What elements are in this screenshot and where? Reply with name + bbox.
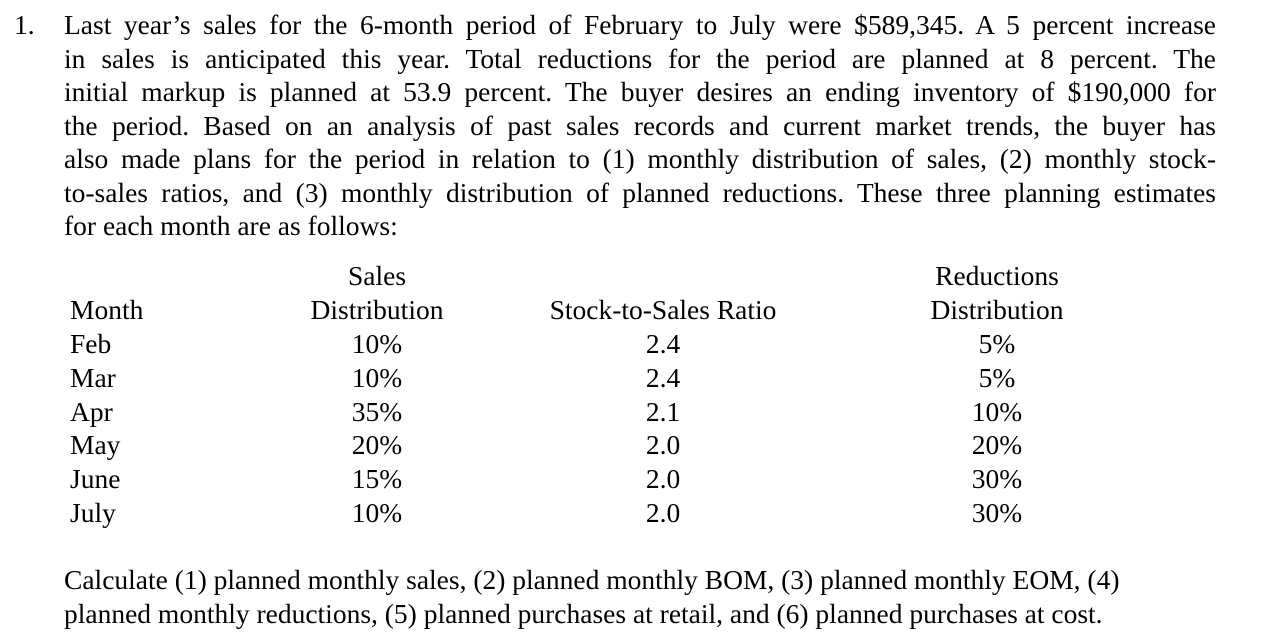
row-reductions-distribution: 5% [978,328,1016,359]
row-sales-distribution: 20% [351,429,403,460]
row-sales-distribution: 35% [351,396,403,427]
row-sales-distribution: 10% [351,328,403,359]
problem-line: for each month are as follows: [64,210,398,241]
row-month: July [70,497,116,528]
row-reductions-distribution: 5% [978,362,1016,393]
row-stock-to-sales-ratio: 2.1 [645,396,681,427]
header-month: Month [70,294,144,325]
problem-line: in sales is anticipated this year. Total… [64,42,1216,74]
question-paragraph: Calculate (1) planned monthly sales, (2)… [64,563,1216,630]
row-sales-distribution: 15% [351,463,403,494]
header-stock-to-sales-ratio: Stock-to-Sales Ratio [549,294,777,325]
question-line: planned monthly reductions, (5) planned … [64,597,1103,629]
row-reductions-distribution: 10% [971,396,1023,427]
row-stock-to-sales-ratio: 2.0 [645,429,681,460]
row-month: May [70,429,121,460]
problem-line: Last year’s sales for the 6-month period… [64,9,1216,40]
row-reductions-distribution: 30% [971,497,1023,528]
row-stock-to-sales-ratio: 2.0 [645,463,681,494]
problem-paragraph: Last year’s sales for the 6-month period… [64,8,1216,243]
row-month: Mar [70,362,116,393]
problem-line: to-sales ratios, and (3) monthly distrib… [64,176,1216,208]
header-reductions-line1: Reductions [935,260,1059,291]
row-reductions-distribution: 20% [971,429,1023,460]
row-reductions-distribution: 30% [971,463,1023,494]
row-sales-distribution: 10% [351,362,403,393]
header-sales-line1: Sales [347,260,407,291]
row-month: June [70,463,121,494]
row-sales-distribution: 10% [351,497,403,528]
problem-line: the period. Based on an analysis of past… [64,109,1216,141]
problem-line: also made plans for the period in relati… [64,143,1216,174]
header-sales-line2: Distribution [310,294,444,325]
header-reductions-line2: Distribution [930,294,1064,325]
row-month: Feb [70,328,112,359]
row-stock-to-sales-ratio: 2.4 [645,362,681,393]
row-month: Apr [70,396,113,427]
question-line: Calculate (1) planned monthly sales, (2)… [64,564,1120,595]
problem-line: initial markup is planned at 53.9 percen… [64,76,1216,107]
row-stock-to-sales-ratio: 2.0 [645,497,681,528]
row-stock-to-sales-ratio: 2.4 [645,328,681,359]
problem-number: 1. [14,9,35,40]
